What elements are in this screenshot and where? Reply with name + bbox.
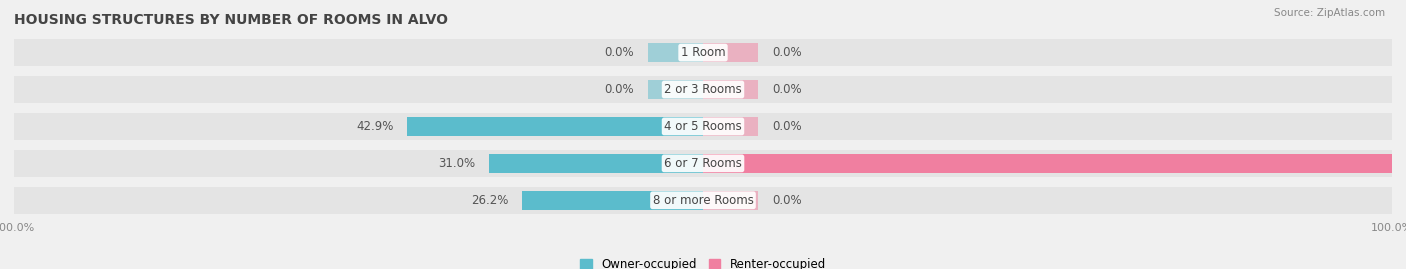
Bar [14,113,1392,140]
Bar [648,80,703,99]
Text: HOUSING STRUCTURES BY NUMBER OF ROOMS IN ALVO: HOUSING STRUCTURES BY NUMBER OF ROOMS IN… [14,13,449,27]
Bar [703,117,758,136]
Text: 0.0%: 0.0% [772,46,801,59]
Bar [14,187,1392,214]
Bar [703,80,758,99]
Bar [14,39,1392,66]
Bar [648,43,703,62]
Text: 0.0%: 0.0% [772,120,801,133]
Bar [703,191,758,210]
Text: 0.0%: 0.0% [605,46,634,59]
Bar [14,150,1392,177]
Text: 42.9%: 42.9% [356,120,394,133]
Text: 0.0%: 0.0% [605,83,634,96]
Text: 4 or 5 Rooms: 4 or 5 Rooms [664,120,742,133]
Text: 1 Room: 1 Room [681,46,725,59]
Bar [703,43,758,62]
Legend: Owner-occupied, Renter-occupied: Owner-occupied, Renter-occupied [576,255,830,269]
Text: 0.0%: 0.0% [772,194,801,207]
Text: Source: ZipAtlas.com: Source: ZipAtlas.com [1274,8,1385,18]
Text: 26.2%: 26.2% [471,194,509,207]
Bar [408,117,703,136]
Bar [523,191,703,210]
Text: 6 or 7 Rooms: 6 or 7 Rooms [664,157,742,170]
Text: 0.0%: 0.0% [772,83,801,96]
Bar [14,76,1392,103]
Bar [703,154,1392,173]
Bar [489,154,703,173]
Text: 2 or 3 Rooms: 2 or 3 Rooms [664,83,742,96]
Text: 8 or more Rooms: 8 or more Rooms [652,194,754,207]
Text: 31.0%: 31.0% [439,157,475,170]
